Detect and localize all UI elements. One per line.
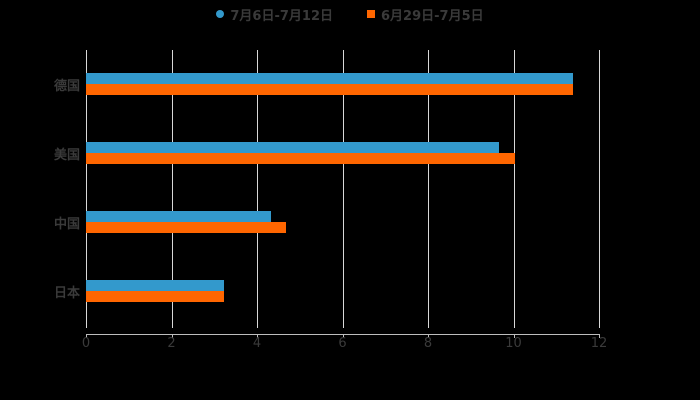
bar-previous-week[interactable] (86, 84, 574, 95)
legend-item-series-2[interactable]: 6月29日-7月5日 (367, 5, 484, 24)
x-tick-label: 12 (590, 336, 608, 351)
bar-current-week[interactable] (86, 142, 499, 153)
y-category-label: 日本 (53, 286, 80, 301)
gridline (257, 50, 258, 328)
axis-tick (257, 334, 258, 338)
bar-previous-week[interactable] (86, 291, 225, 302)
bar-previous-week[interactable] (86, 153, 516, 164)
axis-tick (86, 334, 87, 338)
legend-item-series-1[interactable]: 7月6日-7月12日 (216, 5, 333, 24)
axis-tick (428, 334, 429, 338)
legend-label: 6月29日-7月5日 (381, 8, 484, 24)
legend-swatch-blue-icon (216, 10, 225, 18)
y-category-label: 德国 (53, 79, 80, 94)
gridline (513, 50, 515, 328)
axis-tick (599, 334, 600, 338)
x-tick-label: 0 (81, 336, 91, 351)
x-tick-label: 4 (252, 336, 262, 351)
legend-label: 7月6日-7月12日 (230, 8, 333, 24)
x-tick-label: 2 (167, 336, 176, 351)
chart-legend: 7月6日-7月12日 6月29日-7月5日 (0, 4, 700, 24)
axis-tick (342, 334, 344, 338)
x-tick-label: 6 (338, 336, 347, 351)
gridline (342, 50, 344, 328)
y-category-label: 美国 (53, 148, 80, 163)
bar-current-week[interactable] (86, 211, 272, 222)
gridline (86, 50, 87, 328)
x-tick-label: 8 (423, 336, 433, 351)
axis-tick (513, 334, 515, 338)
bar-current-week[interactable] (86, 73, 574, 84)
gridline (428, 50, 429, 328)
x-tick-label: 10 (505, 336, 522, 351)
axis-tick (171, 334, 173, 338)
x-axis-line (86, 334, 600, 335)
gridline (171, 50, 173, 328)
y-category-label: 中国 (53, 217, 80, 232)
gridline (599, 50, 600, 328)
bar-previous-week[interactable] (86, 222, 287, 233)
bar-current-week[interactable] (86, 280, 225, 291)
legend-swatch-orange-icon (367, 10, 375, 18)
